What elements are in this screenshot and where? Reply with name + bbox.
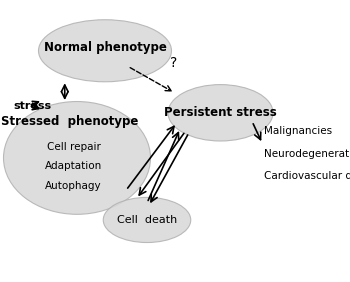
Text: Neurodegenerative diseases: Neurodegenerative diseases [264, 149, 350, 159]
Text: Persistent stress: Persistent stress [164, 106, 277, 119]
Text: Normal phenotype: Normal phenotype [43, 41, 167, 54]
Text: Malignancies: Malignancies [264, 126, 332, 136]
Ellipse shape [38, 20, 172, 82]
Text: Stressed  phenotype: Stressed phenotype [1, 115, 139, 128]
Text: Cell repair: Cell repair [47, 142, 100, 152]
Text: Adaptation: Adaptation [45, 161, 102, 171]
Ellipse shape [103, 197, 191, 243]
Text: stress: stress [13, 101, 51, 111]
Text: Cardiovascular diseases: Cardiovascular diseases [264, 171, 350, 181]
Text: ?: ? [170, 56, 177, 70]
Ellipse shape [4, 102, 150, 214]
Text: Autophagy: Autophagy [45, 181, 102, 191]
Ellipse shape [168, 85, 273, 141]
Text: Cell  death: Cell death [117, 215, 177, 225]
